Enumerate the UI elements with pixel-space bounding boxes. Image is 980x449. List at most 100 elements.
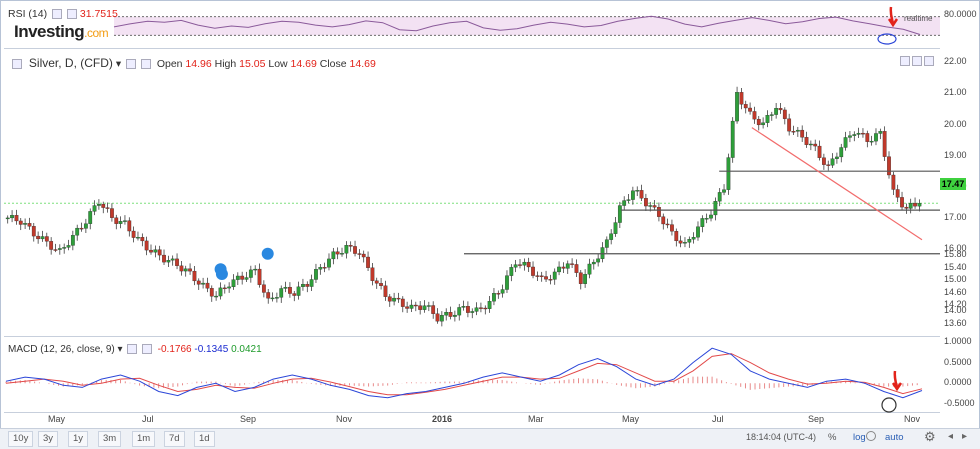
candle-body [322,267,327,269]
candle-body [105,207,110,209]
candle-body [726,157,731,190]
candle-body [413,304,418,307]
candle-body [261,284,266,293]
rsi-close-icon[interactable] [66,9,77,20]
symbol-dropdown-icon[interactable]: ▾ [115,58,122,70]
candle-body [696,226,700,238]
candle-body [131,230,136,238]
rsi-settings-icon[interactable] [52,9,63,20]
pane-controls [898,56,934,67]
candle-body [709,214,713,219]
price-tick-label: 22.00 [944,56,967,67]
candle-body [426,305,431,307]
candle-body [448,312,453,317]
candle-body [843,137,848,148]
range-button-10y[interactable]: 10y [8,431,34,447]
auto-toggle[interactable]: auto [885,432,904,443]
logo-suffix: .com [84,26,109,40]
candle-body [379,283,383,286]
pane-down-icon[interactable] [912,56,922,67]
candle-body [591,261,596,265]
macd-dropdown-icon[interactable]: ▾ [117,344,123,355]
candle-body [604,239,609,248]
candle-body [835,156,839,159]
candle-body [162,254,166,263]
candle-body [370,267,375,281]
price-tick-label: 15.00 [944,274,967,285]
candle-body [205,282,210,289]
candle-body [40,236,45,240]
candle-body [492,293,496,302]
scroll-right-icon[interactable]: ▸ [962,431,968,442]
macd-settings-icon[interactable] [127,344,138,355]
macd-close-icon[interactable] [142,344,153,355]
p-marker-icon [261,247,274,260]
candle-body [713,200,718,216]
symbol-close-icon[interactable] [140,59,151,70]
range-button-1y[interactable]: 1y [68,431,89,447]
candle-body [457,307,462,316]
candle-body [687,239,692,243]
scroll-left-icon[interactable]: ◂ [948,431,954,442]
candle-body [244,277,249,280]
range-button-1m[interactable]: 1m [132,431,156,447]
candle-body [609,233,614,240]
macd-pane [4,338,940,413]
price-pane [4,50,940,337]
candle-body [31,226,36,237]
candle-body [253,268,258,271]
candle-body [452,314,457,317]
candle-body [622,200,627,206]
collapse-icon[interactable] [12,59,22,70]
pane-max-icon[interactable] [924,56,934,67]
candle-body [565,263,570,269]
candle-body [613,222,618,234]
candle-body [756,118,761,126]
candle-body [917,203,922,207]
candle-body [222,287,227,290]
macd-tick-label: -0.5000 [944,397,975,408]
candle-body [574,264,579,273]
range-button-3m[interactable]: 3m [98,431,122,447]
candle-body [144,240,149,251]
symbol-label[interactable]: Silver, D, (CFD) [28,56,113,70]
gear-icon[interactable]: ⚙ [924,429,936,444]
log-toggle[interactable]: log [853,432,866,443]
time-readout: 18:14:04 (UTC-4) [746,432,817,442]
symbol-settings-icon[interactable] [126,59,137,70]
circle-marker-icon [877,33,897,45]
candle-body [188,268,192,272]
pane-up-icon[interactable] [900,56,910,67]
candle-body [431,305,436,314]
candle-body [305,284,310,287]
price-tick-label: 21.00 [944,87,967,98]
candle-body [466,306,470,313]
candle-body [318,267,323,270]
range-button-3y[interactable]: 3y [38,431,59,447]
range-button-1d[interactable]: 1d [194,431,215,447]
candle-body [630,190,635,200]
candle-body [201,282,205,285]
x-tick-label: Mar [528,414,544,424]
candle-body [70,235,75,246]
candle-body [839,147,844,158]
candle-body [97,204,101,206]
candle-body [196,280,201,285]
candle-body [882,131,887,157]
candle-body [830,158,835,166]
x-tick-label: Nov [904,414,921,424]
percent-toggle[interactable]: % [828,432,837,443]
candle-body [522,261,527,266]
candle-body [314,269,318,280]
candle-body [652,205,657,208]
price-tick-label: 15.80 [944,249,967,260]
candle-body [353,246,357,254]
range-button-7d[interactable]: 7d [164,431,185,447]
macd-tick-label: 1.0000 [944,336,972,346]
candle-body [787,118,792,132]
x-tick-label: Nov [336,414,353,424]
price-legend: Silver, D, (CFD) ▾ Open 14.96 High 15.05… [10,56,376,70]
candle-body [118,221,123,224]
candle-body [387,296,392,302]
candle-body [5,217,10,220]
